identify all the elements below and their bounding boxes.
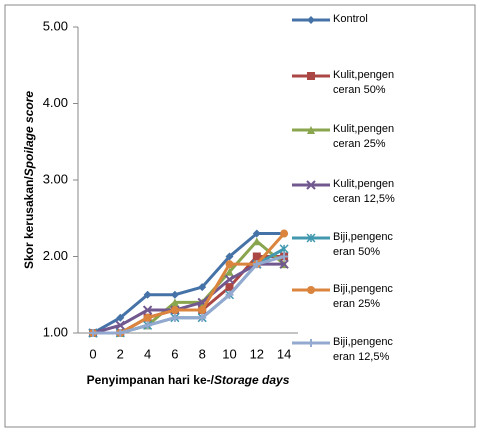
- x-axis-title: Penyimpanan hari ke-/Storage days: [87, 373, 290, 387]
- marker: [142, 305, 153, 315]
- series-line: [92, 232, 285, 335]
- y-title-part: Skor kerusakan/: [22, 176, 36, 269]
- series-line: [93, 255, 285, 335]
- legend-label: Biji,pengenceran 12,5%: [333, 336, 393, 363]
- legend-label: Kulit,pengenceran 12,5%: [333, 178, 395, 205]
- marker: [307, 126, 315, 134]
- y-tick-label: 2.00: [43, 248, 68, 263]
- marker: [225, 267, 234, 276]
- y-tick-label: 4.00: [43, 95, 68, 110]
- marker: [307, 339, 315, 347]
- marker: [170, 290, 179, 299]
- marker: [170, 313, 179, 322]
- legend-label: Biji,pengenceran 50%: [333, 231, 393, 258]
- marker: [170, 298, 179, 307]
- x-tick-label: 6: [171, 346, 178, 361]
- series-line: [93, 255, 285, 335]
- marker: [225, 283, 234, 292]
- x-tick-label: 12: [250, 346, 264, 361]
- marker: [115, 320, 126, 331]
- marker: [198, 306, 207, 315]
- marker: [225, 290, 234, 299]
- marker: [116, 313, 125, 322]
- legend-label: Kontrol: [333, 13, 368, 25]
- marker: [224, 274, 235, 285]
- legend-label: Kulit,pengenceran 25%: [333, 123, 395, 150]
- x-tick-label: 4: [144, 346, 151, 361]
- marker: [198, 283, 207, 292]
- marker: [116, 329, 125, 337]
- marker: [89, 329, 97, 337]
- marker: [279, 259, 289, 269]
- marker: [225, 252, 234, 261]
- marker: [307, 16, 315, 24]
- legend-label: Kulit,pengenceran 50%: [333, 69, 395, 96]
- marker: [170, 306, 179, 315]
- x-tick-label: 2: [117, 346, 124, 361]
- marker: [280, 252, 289, 261]
- x-tick-label: 0: [89, 346, 96, 361]
- marker: [279, 244, 289, 254]
- x-tick-label: 8: [199, 346, 206, 361]
- y-tick-label: 1.00: [43, 324, 68, 339]
- y-tick-label: 3.00: [43, 171, 68, 186]
- marker: [143, 313, 152, 322]
- marker: [143, 290, 152, 299]
- marker: [307, 72, 315, 80]
- marker: [306, 180, 316, 190]
- series-line: [92, 262, 285, 335]
- x-title-part: Storage days: [214, 373, 290, 387]
- marker: [280, 229, 289, 238]
- marker: [252, 229, 261, 238]
- marker: [252, 237, 261, 246]
- y-tick-label: 5.00: [43, 18, 68, 33]
- chart-frame: [4, 4, 476, 428]
- marker: [143, 321, 152, 330]
- x-tick-label: 10: [222, 346, 236, 361]
- marker: [198, 313, 207, 322]
- marker: [252, 252, 261, 261]
- y-title-part: Spoilage score: [22, 91, 36, 177]
- marker: [225, 260, 234, 269]
- marker: [252, 260, 261, 269]
- legend-label: Biji,pengenceran 25%: [333, 283, 393, 310]
- marker: [307, 286, 315, 294]
- marker: [306, 233, 316, 243]
- x-title-part: Penyimpanan hari ke-/: [87, 373, 215, 387]
- x-tick-label: 14: [277, 346, 291, 361]
- y-axis-title: Skor kerusakan/Spoilage score: [22, 91, 36, 269]
